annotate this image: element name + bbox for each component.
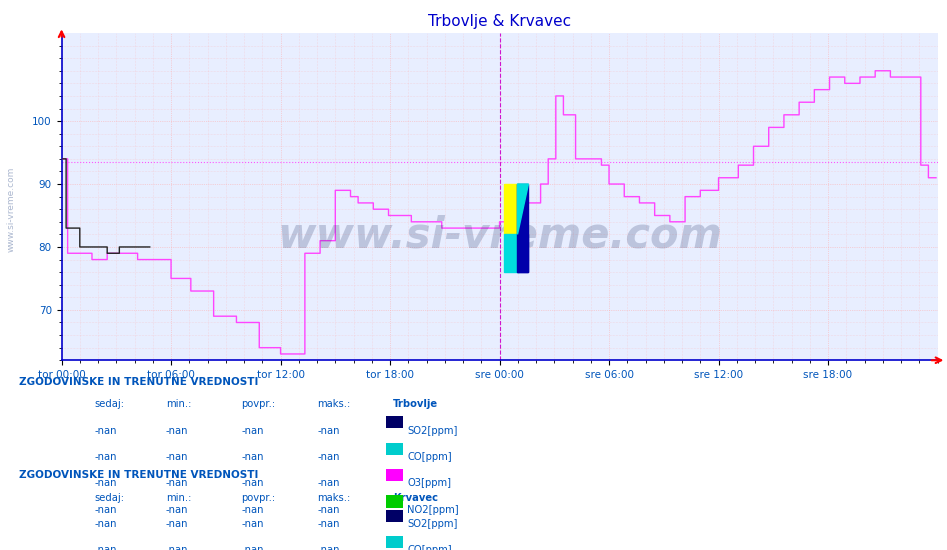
Text: -nan: -nan <box>241 478 264 488</box>
Text: -nan: -nan <box>166 546 188 550</box>
Text: -nan: -nan <box>95 452 117 462</box>
Text: ZGODOVINSKE IN TRENUTNE VREDNOSTI: ZGODOVINSKE IN TRENUTNE VREDNOSTI <box>19 470 259 480</box>
Text: www.si-vreme.com: www.si-vreme.com <box>277 215 722 257</box>
Bar <box>504 184 519 234</box>
Text: -nan: -nan <box>317 426 340 436</box>
Text: -nan: -nan <box>241 505 264 515</box>
Text: ZGODOVINSKE IN TRENUTNE VREDNOSTI: ZGODOVINSKE IN TRENUTNE VREDNOSTI <box>19 377 259 387</box>
Text: NO2[ppm]: NO2[ppm] <box>407 505 459 515</box>
Text: -nan: -nan <box>95 505 117 515</box>
Title: Trbovlje & Krvavec: Trbovlje & Krvavec <box>428 14 571 29</box>
Text: maks.:: maks.: <box>317 399 350 409</box>
Text: -nan: -nan <box>317 452 340 462</box>
Bar <box>504 234 519 272</box>
Text: Trbovlje: Trbovlje <box>393 399 438 409</box>
Text: -nan: -nan <box>241 426 264 436</box>
Text: SO2[ppm]: SO2[ppm] <box>407 519 457 529</box>
Polygon shape <box>517 234 528 272</box>
Polygon shape <box>517 184 528 234</box>
Text: -nan: -nan <box>317 519 340 529</box>
Text: -nan: -nan <box>166 505 188 515</box>
Text: -nan: -nan <box>241 546 264 550</box>
Text: sedaj:: sedaj: <box>95 493 125 503</box>
Text: -nan: -nan <box>166 478 188 488</box>
Text: -nan: -nan <box>95 426 117 436</box>
Text: SO2[ppm]: SO2[ppm] <box>407 426 457 436</box>
Text: -nan: -nan <box>166 426 188 436</box>
Text: www.si-vreme.com: www.si-vreme.com <box>7 166 16 252</box>
Text: -nan: -nan <box>166 519 188 529</box>
Text: -nan: -nan <box>166 452 188 462</box>
Text: povpr.:: povpr.: <box>241 493 276 503</box>
Text: -nan: -nan <box>317 546 340 550</box>
Text: CO[ppm]: CO[ppm] <box>407 452 452 462</box>
Text: O3[ppm]: O3[ppm] <box>407 478 451 488</box>
Text: -nan: -nan <box>241 519 264 529</box>
Text: -nan: -nan <box>317 505 340 515</box>
Text: min.:: min.: <box>166 399 191 409</box>
Text: -nan: -nan <box>95 478 117 488</box>
Text: Krvavec: Krvavec <box>393 493 438 503</box>
Text: min.:: min.: <box>166 493 191 503</box>
Text: -nan: -nan <box>95 519 117 529</box>
Bar <box>517 184 528 272</box>
Text: maks.:: maks.: <box>317 493 350 503</box>
Text: -nan: -nan <box>95 546 117 550</box>
Text: povpr.:: povpr.: <box>241 399 276 409</box>
Text: sedaj:: sedaj: <box>95 399 125 409</box>
Text: -nan: -nan <box>241 452 264 462</box>
Text: -nan: -nan <box>317 478 340 488</box>
Text: CO[ppm]: CO[ppm] <box>407 546 452 550</box>
